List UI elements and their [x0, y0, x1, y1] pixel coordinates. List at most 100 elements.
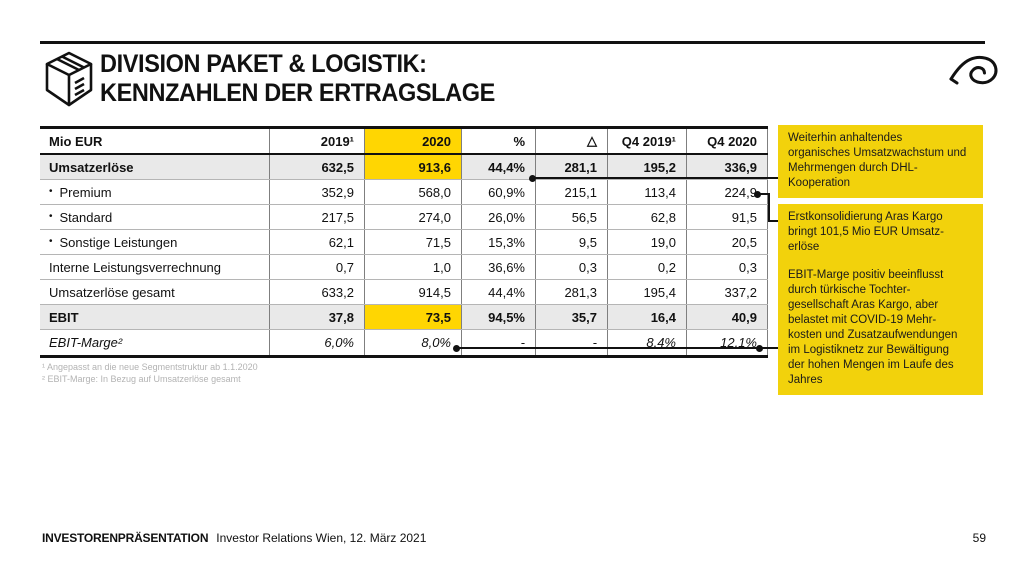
connector-line	[457, 347, 778, 349]
table-cell-label: EBIT	[40, 305, 270, 329]
table-cell-label: EBIT-Marge²	[40, 330, 270, 355]
connector-dot	[453, 345, 460, 352]
table-cell: 8,4%	[608, 330, 687, 355]
table-cell: 26,0%	[462, 205, 536, 229]
table-cell-label: • Standard	[40, 205, 270, 229]
connector-dot	[754, 191, 761, 198]
table-cell: 113,4	[608, 180, 687, 204]
post-horn-logo	[948, 52, 1000, 92]
table-cell: 8,0%	[365, 330, 462, 355]
table-cell: 195,4	[608, 280, 687, 304]
table-cell: 568,0	[365, 180, 462, 204]
table-row-interne-leistungsverrechnung: Interne Leistungsverrechnung 0,7 1,0 36,…	[40, 255, 768, 280]
table-cell: 19,0	[608, 230, 687, 254]
callout-umsatzwachstum: Weiterhin anhaltendes organisches Umsatz…	[778, 125, 983, 198]
column-header-q4-2019: Q4 2019¹	[608, 129, 687, 153]
table-cell: 35,7	[536, 305, 608, 329]
column-header-percent: %	[462, 129, 536, 153]
table-cell: 40,9	[687, 305, 768, 329]
connector-line	[768, 220, 778, 222]
table-cell: 337,2	[687, 280, 768, 304]
footer: INVESTORENPRÄSENTATION Investor Relations…	[42, 531, 426, 545]
table-cell: 15,3%	[462, 230, 536, 254]
table-cell: 12,1%	[687, 330, 768, 355]
footer-presentation-label: INVESTORENPRÄSENTATION	[42, 531, 209, 545]
table-row-sonstige-leistungen: • Sonstige Leistungen 62,1 71,5 15,3% 9,5…	[40, 230, 768, 255]
footnote-1: ¹ Angepasst an die neue Segmentstruktur …	[42, 362, 258, 372]
footnotes: ¹ Angepasst an die neue Segmentstruktur …	[42, 362, 258, 385]
table-cell: 352,9	[270, 180, 365, 204]
table-cell: 1,0	[365, 255, 462, 279]
column-header-2019: 2019¹	[270, 129, 365, 153]
column-header-2020: 2020	[365, 129, 462, 153]
table-row-ebit-marge: EBIT-Marge² 6,0% 8,0% - - 8,4% 12,1%	[40, 330, 768, 355]
table-header-row: Mio EUR 2019¹ 2020 % △ Q4 2019¹ Q4 2020	[40, 129, 768, 155]
column-header-delta: △	[536, 129, 608, 153]
table-cell: 0,3	[687, 255, 768, 279]
column-header-mio-eur: Mio EUR	[40, 129, 270, 153]
table-row-umsatzerloese: Umsatzerlöse 632,5 913,6 44,4% 281,1 195…	[40, 155, 768, 180]
table-cell-label: • Sonstige Leistungen	[40, 230, 270, 254]
table-cell: 73,5	[365, 305, 462, 329]
footnote-2: ² EBIT-Marge: In Bezug auf Umsatzerlöse …	[42, 373, 241, 384]
table-cell: 56,5	[536, 205, 608, 229]
table-cell: 914,5	[365, 280, 462, 304]
table-cell: -	[536, 330, 608, 355]
table-cell: 37,8	[270, 305, 365, 329]
table-row-umsatzerloese-gesamt: Umsatzerlöse gesamt 633,2 914,5 44,4% 28…	[40, 280, 768, 305]
table-cell-label: Umsatzerlöse gesamt	[40, 280, 270, 304]
table-cell: 336,9	[687, 155, 768, 179]
table-cell: 0,7	[270, 255, 365, 279]
row-label: Sonstige Leistungen	[59, 234, 178, 250]
bullet-icon: •	[49, 186, 53, 197]
connector-dot	[529, 175, 536, 182]
table-cell: 215,1	[536, 180, 608, 204]
table-cell: 20,5	[687, 230, 768, 254]
table-cell: 62,1	[270, 230, 365, 254]
kpi-table: Mio EUR 2019¹ 2020 % △ Q4 2019¹ Q4 2020 …	[40, 126, 768, 358]
table-cell: 632,5	[270, 155, 365, 179]
table-cell: 633,2	[270, 280, 365, 304]
table-cell: 44,4%	[462, 155, 536, 179]
table-cell: 9,5	[536, 230, 608, 254]
table-cell: 71,5	[365, 230, 462, 254]
connector-line	[759, 193, 770, 195]
page-title: DIVISION PAKET & LOGISTIK: KENNZAHLEN DE…	[100, 50, 495, 108]
table-cell: 195,2	[608, 155, 687, 179]
table-cell: 224,9	[687, 180, 768, 204]
table-cell: 217,5	[270, 205, 365, 229]
page-title-line2: KENNZAHLEN DER ERTRAGSLAGE	[100, 79, 495, 107]
table-cell-label: • Premium	[40, 180, 270, 204]
bullet-icon: •	[49, 211, 53, 222]
table-cell: 44,4%	[462, 280, 536, 304]
connector-line	[768, 193, 770, 222]
table-cell-label: Umsatzerlöse	[40, 155, 270, 179]
table-cell: 16,4	[608, 305, 687, 329]
table-row-ebit: EBIT 37,8 73,5 94,5% 35,7 16,4 40,9	[40, 305, 768, 330]
table-cell: 281,1	[536, 155, 608, 179]
table-cell-label: Interne Leistungsverrechnung	[40, 255, 270, 279]
table-cell: 281,3	[536, 280, 608, 304]
callout-ebit-marge: EBIT-Marge positiv beeinflusst durch tür…	[778, 262, 983, 395]
connector-line	[533, 177, 778, 179]
row-label: Standard	[59, 209, 113, 225]
table-cell: 913,6	[365, 155, 462, 179]
table-cell: 36,6%	[462, 255, 536, 279]
package-box-icon	[42, 50, 96, 108]
bullet-icon: •	[49, 236, 53, 247]
footer-detail: Investor Relations Wien, 12. März 2021	[216, 531, 427, 545]
row-label: Premium	[59, 184, 112, 200]
table-cell: 94,5%	[462, 305, 536, 329]
table-cell: 274,0	[365, 205, 462, 229]
table-cell: 6,0%	[270, 330, 365, 355]
column-header-q4-2020: Q4 2020	[687, 129, 768, 153]
table-row-premium: • Premium 352,9 568,0 60,9% 215,1 113,4 2…	[40, 180, 768, 205]
page-number: 59	[972, 531, 986, 545]
header-rule	[40, 41, 985, 44]
table-cell: -	[462, 330, 536, 355]
table-row-standard: • Standard 217,5 274,0 26,0% 56,5 62,8 91…	[40, 205, 768, 230]
table-cell: 60,9%	[462, 180, 536, 204]
table-cell: 62,8	[608, 205, 687, 229]
page-title-line1: DIVISION PAKET & LOGISTIK:	[100, 50, 427, 78]
